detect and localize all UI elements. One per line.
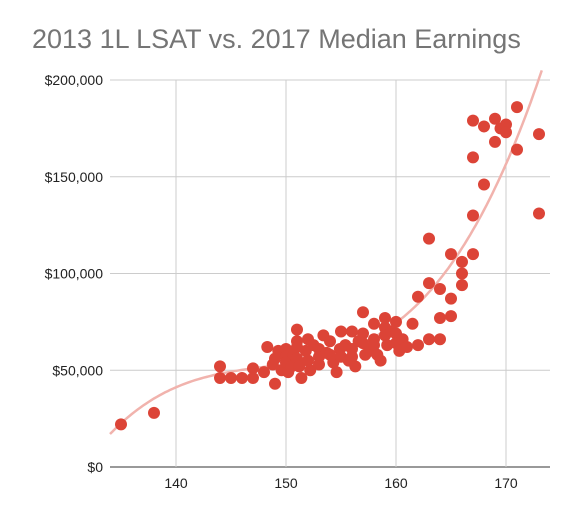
data-point-8 — [258, 366, 270, 379]
data-point-89 — [467, 209, 479, 222]
data-point-73 — [412, 290, 424, 303]
data-point-66 — [390, 315, 402, 328]
data-point-86 — [456, 279, 468, 292]
data-point-21 — [291, 323, 303, 336]
data-point-74 — [412, 339, 424, 352]
data-point-6 — [247, 362, 259, 375]
data-point-58 — [368, 339, 380, 352]
data-point-0 — [115, 418, 127, 431]
y-tick-label-4: $200,000 — [45, 72, 104, 88]
data-point-11 — [269, 377, 281, 390]
data-point-72 — [406, 317, 419, 330]
data-point-75 — [423, 232, 435, 245]
data-point-98 — [511, 101, 523, 114]
data-point-99 — [511, 143, 523, 156]
data-point-60 — [374, 354, 387, 367]
data-point-4 — [225, 371, 237, 384]
y-tick-labels: $0 $50,000 $100,000 $150,000 $200,000 — [45, 72, 104, 475]
data-point-9 — [261, 341, 274, 354]
data-point-87 — [467, 114, 479, 127]
data-point-3 — [214, 371, 226, 384]
data-point-84 — [456, 255, 468, 268]
data-point-1 — [148, 406, 160, 419]
data-point-25 — [293, 360, 306, 373]
data-point-5 — [236, 371, 248, 384]
y-tick-label-1: $50,000 — [52, 362, 103, 378]
data-point-71 — [401, 341, 413, 354]
y-tick-label-2: $100,000 — [45, 266, 104, 282]
data-point-76 — [423, 277, 435, 290]
data-point-97 — [500, 126, 512, 139]
data-point-92 — [478, 120, 490, 133]
x-tick-label-1: 150 — [274, 475, 298, 491]
data-points — [115, 101, 545, 431]
data-point-42 — [335, 325, 347, 338]
data-point-82 — [445, 292, 457, 305]
data-point-78 — [434, 312, 446, 325]
data-point-88 — [467, 151, 479, 164]
data-point-56 — [368, 317, 380, 330]
data-point-7 — [247, 371, 259, 384]
data-point-90 — [467, 248, 479, 261]
data-point-79 — [434, 282, 446, 295]
x-tick-label-3: 170 — [494, 475, 518, 491]
chart-title: 2013 1L LSAT vs. 2017 Median Earnings — [32, 24, 521, 54]
x-tick-label-0: 140 — [164, 475, 188, 491]
data-point-46 — [346, 325, 358, 338]
data-point-49 — [349, 360, 362, 373]
data-point-80 — [434, 333, 446, 346]
y-tick-label-3: $150,000 — [45, 169, 104, 185]
data-point-37 — [324, 335, 336, 348]
data-point-61 — [379, 312, 391, 325]
data-point-77 — [423, 333, 435, 346]
data-point-34 — [313, 358, 325, 371]
data-point-85 — [456, 267, 468, 280]
data-point-48 — [346, 350, 358, 363]
data-point-91 — [478, 178, 490, 191]
y-tick-label-0: $0 — [87, 459, 103, 475]
data-point-26 — [295, 371, 308, 384]
data-point-52 — [357, 327, 369, 340]
data-point-2 — [214, 360, 226, 373]
data-point-30 — [304, 364, 317, 377]
x-tick-label-2: 160 — [384, 475, 408, 491]
data-point-81 — [445, 248, 457, 261]
data-point-40 — [330, 366, 343, 379]
data-point-93 — [489, 112, 501, 125]
data-point-51 — [357, 306, 369, 319]
data-point-101 — [533, 207, 545, 220]
data-point-29 — [302, 354, 314, 367]
data-point-94 — [489, 135, 501, 148]
data-point-83 — [445, 310, 457, 323]
x-tick-labels: 140 150 160 170 — [164, 475, 518, 491]
data-point-100 — [533, 128, 545, 141]
grid-lines — [110, 79, 550, 468]
